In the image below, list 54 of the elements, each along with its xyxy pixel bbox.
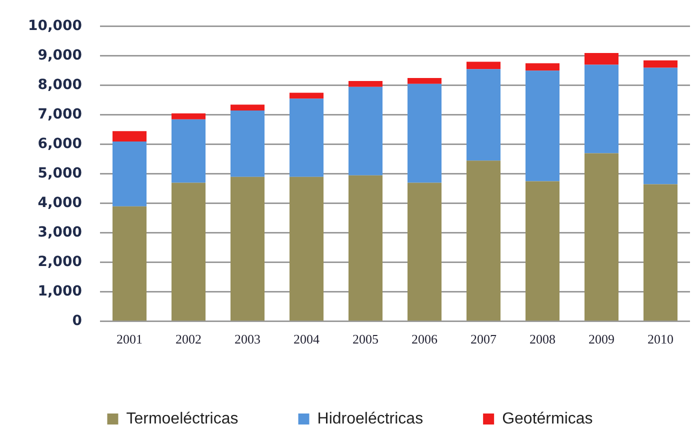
legend-label: Hidroeléctricas	[317, 410, 424, 428]
bar	[643, 68, 678, 184]
bar	[230, 176, 265, 321]
y-tick-label: 8,000	[38, 77, 82, 94]
y-tick-label: 1,000	[38, 284, 82, 300]
bar	[290, 92, 324, 99]
legend-label: Termoeléctricas	[126, 410, 238, 428]
bar	[230, 104, 265, 110]
bar	[112, 131, 147, 142]
x-tick-label: 2009	[588, 332, 615, 347]
bar	[172, 119, 206, 183]
y-tick-label: 9,000	[38, 48, 82, 64]
bar	[584, 52, 619, 65]
x-tick-label: 2003	[234, 332, 261, 347]
bar	[643, 60, 678, 68]
x-tick-label: 2010	[648, 332, 674, 347]
x-tick-label: 2005	[352, 332, 379, 347]
bar	[466, 62, 501, 70]
x-tick-label: 2004	[294, 332, 320, 347]
y-tick-label: 7,000	[38, 106, 82, 123]
y-tick-label: 6,000	[38, 136, 82, 152]
bar	[290, 98, 324, 177]
bar	[348, 80, 383, 87]
y-tick-label: 10,000	[28, 18, 82, 34]
y-tick-label: 0	[72, 313, 82, 330]
bar	[584, 153, 619, 321]
x-tick-label: 2008	[530, 332, 556, 347]
y-tick-label: 3,000	[38, 224, 82, 241]
x-tick-label: 2001	[116, 332, 143, 347]
legend-label: Geotérmicas	[502, 410, 593, 428]
bar	[466, 69, 501, 161]
bar	[643, 184, 678, 321]
bar	[584, 64, 619, 154]
bar	[408, 182, 442, 321]
bar	[348, 86, 383, 176]
bar	[408, 84, 442, 183]
x-tick-label: 2006	[412, 332, 438, 347]
bar	[290, 176, 324, 321]
bar	[112, 206, 147, 321]
y-tick-label: 2,000	[38, 254, 82, 270]
bar	[112, 141, 147, 206]
bar	[525, 70, 560, 182]
y-tick-label: 4,000	[38, 195, 82, 212]
bar	[525, 181, 560, 321]
bar	[230, 110, 265, 177]
x-tick-label: 2007	[470, 332, 498, 347]
bar	[466, 160, 501, 321]
bar	[348, 175, 383, 321]
bar	[172, 182, 206, 321]
x-tick-label: 2002	[176, 332, 202, 347]
bar	[172, 113, 206, 120]
bar	[525, 63, 560, 71]
y-tick-label: 5,000	[38, 166, 82, 182]
bar	[408, 78, 442, 84]
